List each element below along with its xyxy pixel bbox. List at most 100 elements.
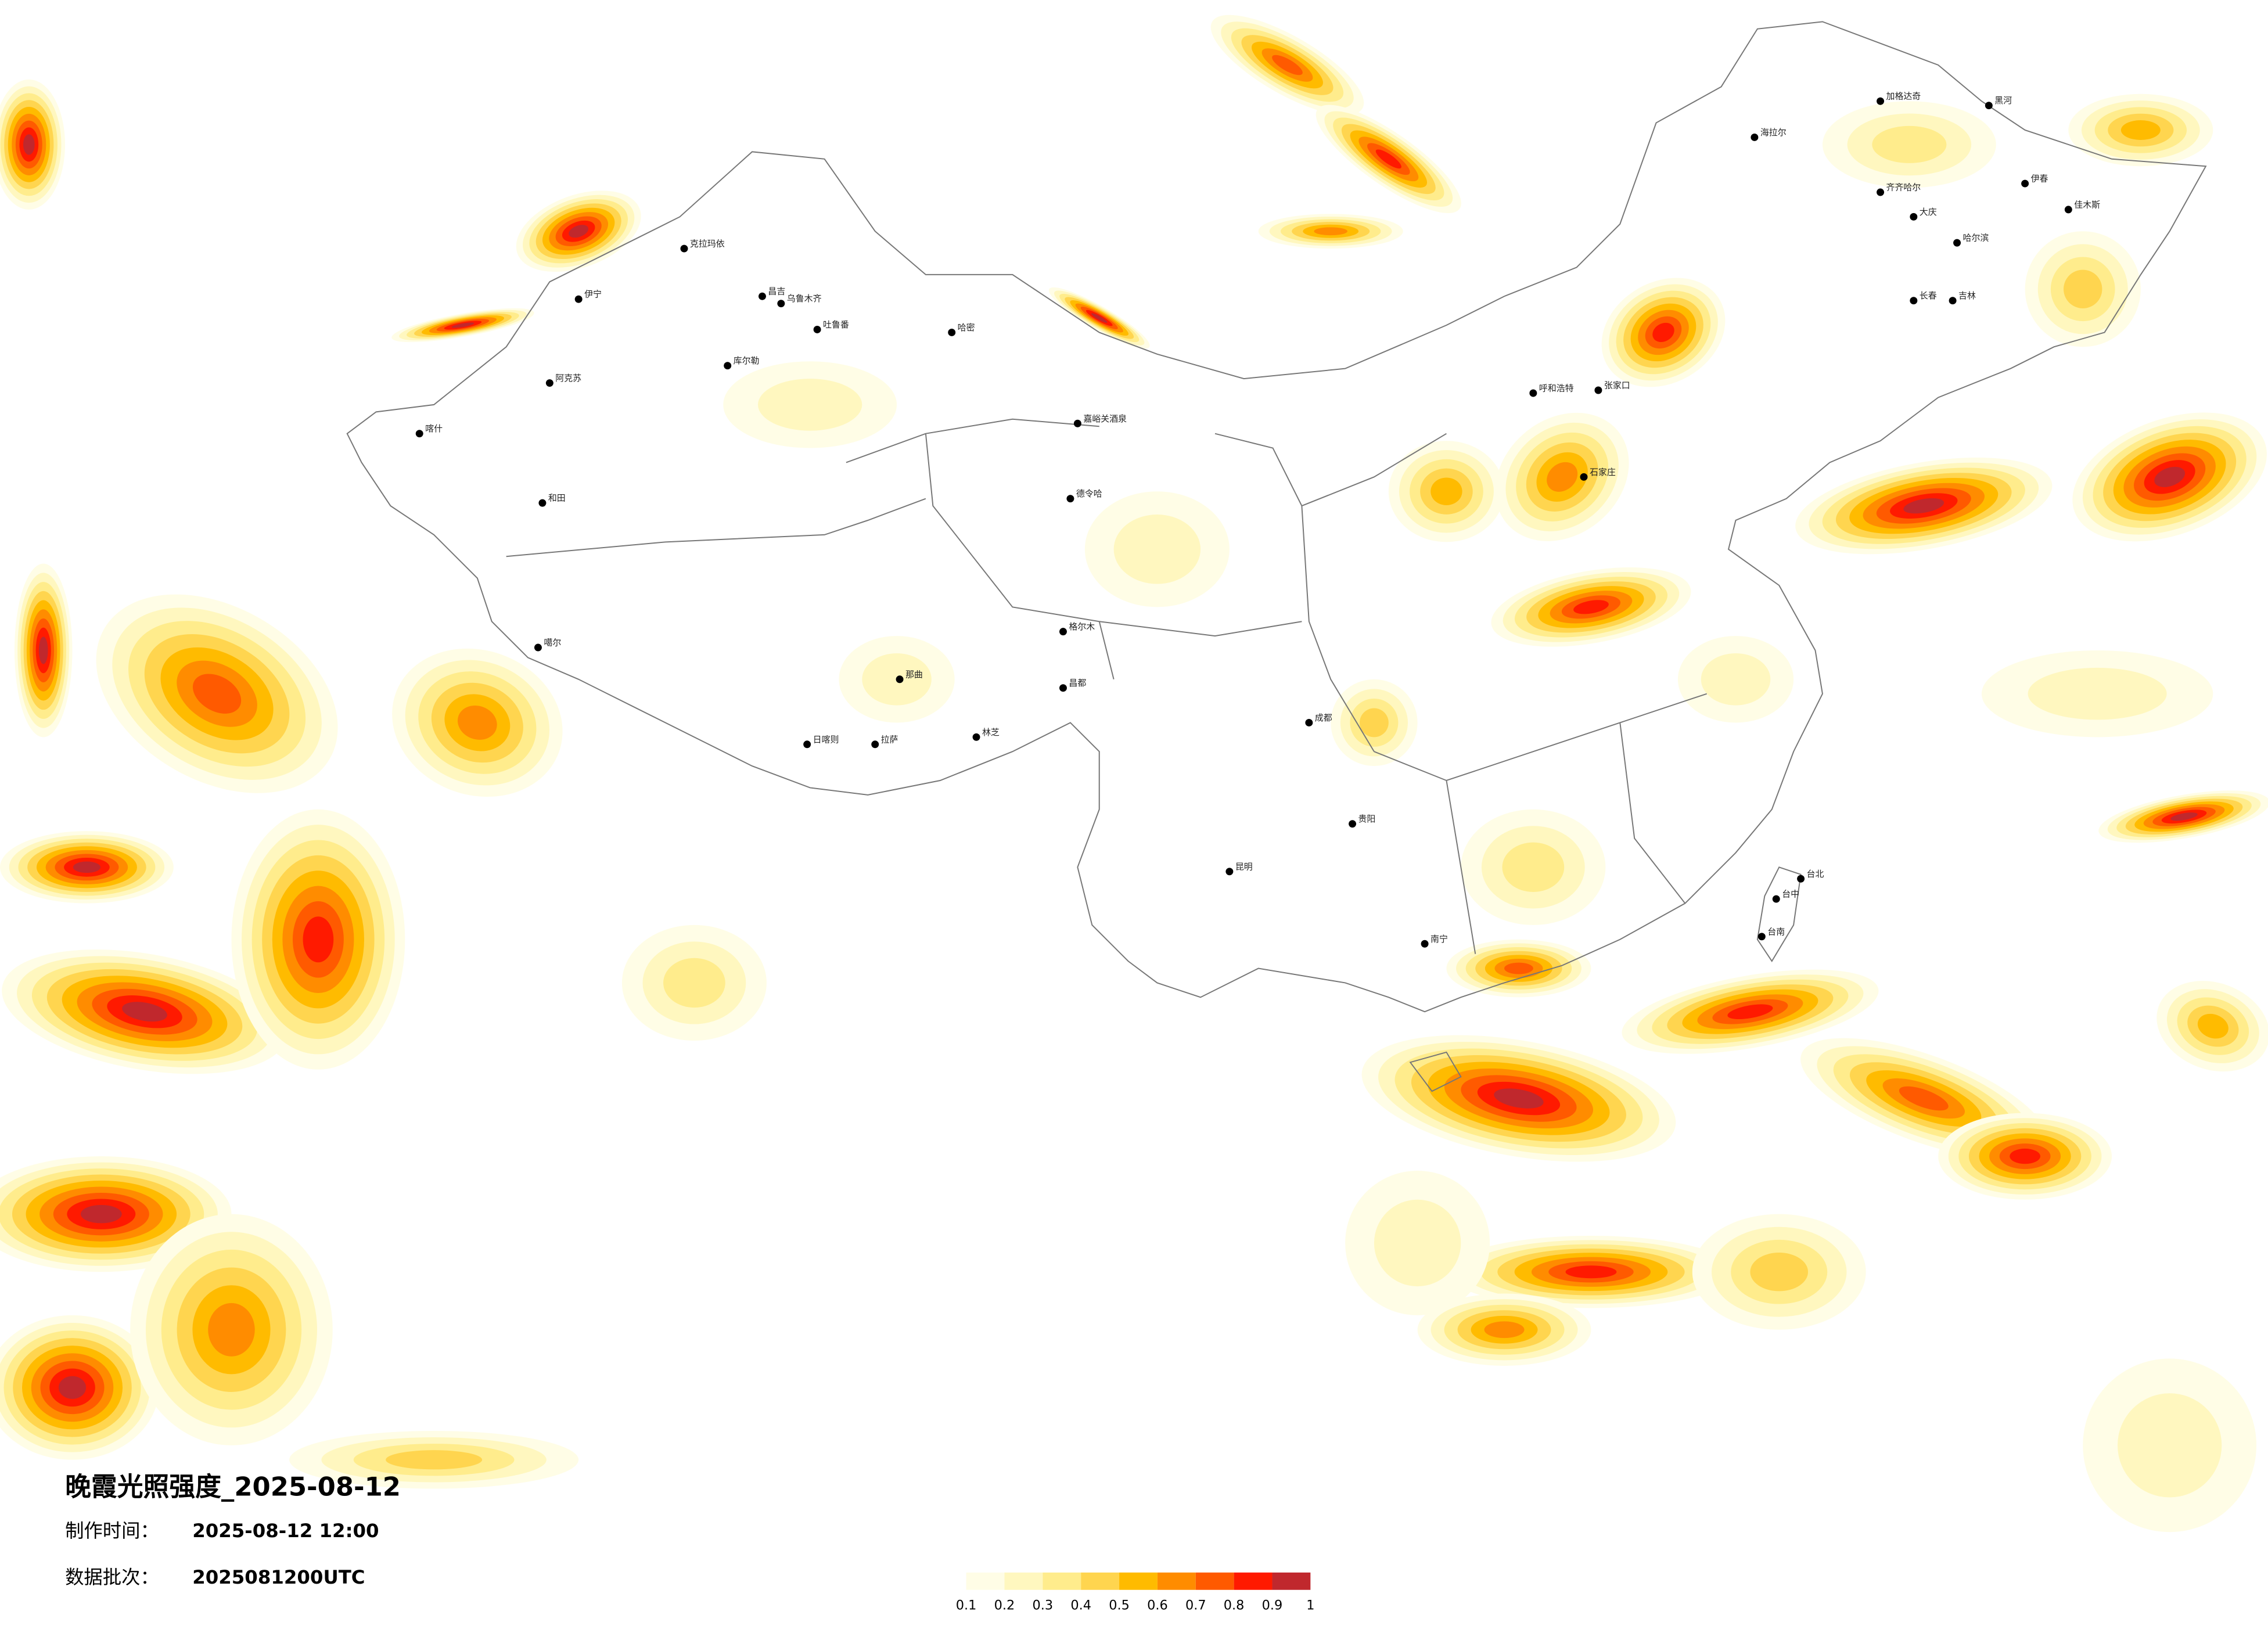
heat-patch [1494,1088,1544,1109]
city-dot [1421,940,1429,948]
city-dot [777,300,785,308]
city-dot [1751,133,1759,141]
heat-patch [757,379,862,431]
heat-layer [0,15,2268,1533]
heat-patch [1502,842,1565,892]
city-dot [1985,102,1993,110]
heat-patch [1872,125,1947,163]
batch-label: 数据批次： [65,1566,159,1588]
city-dot [538,499,547,507]
heat-patch [303,916,334,963]
city-label: 贵阳 [1358,814,1376,824]
city-label: 和田 [548,493,566,503]
heat-patch [1573,600,1609,614]
heat-patch [23,134,35,155]
heat-patch [1750,1253,1809,1292]
city-label: 克拉玛依 [690,239,725,249]
colorbar-swatch [966,1572,1005,1590]
heat-patch [1272,55,1303,75]
colorbar-swatch [1195,1572,1234,1590]
heat-patch [2010,1148,2040,1164]
city-label: 吉林 [1958,290,1976,301]
heat-patch [2064,269,2102,308]
city-label: 台中 [1782,889,1799,900]
colorbar-swatch [1081,1572,1120,1590]
city-label: 伊宁 [584,289,602,300]
city-label: 齐齐哈尔 [1886,182,1921,193]
colorbar: 0.1 0.2 0.3 0.4 0.5 0.6 0.7 0.8 0.9 1 [956,1572,1314,1613]
city-label: 哈密 [958,322,975,333]
city-label: 林芝 [982,727,1000,738]
city-dot [1059,628,1067,636]
batch: 2025081200UTC [192,1566,365,1588]
city-dot [1949,297,1957,305]
city-label: 德令哈 [1076,488,1102,499]
city-label: 哈尔滨 [1963,233,1989,243]
city-dot [1757,933,1766,941]
colorbar-tick-label: 1 [1306,1598,1314,1613]
city-label: 库尔勒 [734,355,760,366]
island-border [1409,866,1802,1092]
city-dot [545,379,553,387]
city-dot [724,362,732,370]
city-label: 噶尔 [544,638,561,648]
heat-patch [2154,466,2186,487]
city-label: 喀什 [425,423,443,434]
heat-patch [1727,1004,1773,1020]
colorbar-swatch [1119,1572,1158,1590]
city-label: 佳木斯 [2074,199,2100,210]
heat-patch [386,1450,483,1470]
heat-patch [73,861,101,873]
city-dot [1910,297,1918,305]
country-border [346,21,2207,1013]
city-label: 那曲 [905,669,923,679]
province-border [506,418,1708,954]
city-dot [813,325,821,333]
city-label: 乌鲁木齐 [787,293,822,304]
colorbar-swatch [1157,1572,1196,1590]
colorbar-swatch [1272,1572,1311,1590]
city-label: 大庆 [1920,207,1937,217]
heat-patch [208,1303,255,1357]
city-label: 南宁 [1430,934,1448,944]
city-label: 伊春 [2031,174,2048,184]
heat-patch [1565,1265,1617,1279]
city-dot [1073,419,1081,427]
city-label: 长春 [1920,290,1937,301]
heat-patch [457,705,497,740]
city-dot [1594,386,1602,394]
heat-patch [569,225,589,238]
heat-patch [1314,227,1347,236]
city-label: 嘉峪关酒泉 [1083,413,1127,424]
city-dot [1305,718,1313,726]
made-time: 2025-08-12 12:00 [192,1520,379,1542]
colorbar-tick-label: 0.7 [1185,1598,1206,1613]
heat-patch [192,674,242,714]
heat-patch [1484,1321,1525,1339]
city-dot [1529,389,1537,397]
city-dot [415,430,423,438]
heat-patch [122,1002,167,1022]
heat-patch [38,636,48,664]
colorbar-tick-label: 0.6 [1147,1598,1168,1613]
colorbar-swatch [1043,1572,1081,1590]
heat-patch [1652,322,1674,343]
city-dot [1580,473,1588,481]
city-dot [1953,239,1961,247]
city-label: 呼和浩特 [1539,383,1574,394]
heat-patch [1113,515,1201,584]
city-label: 日喀则 [813,734,839,744]
map-title: 晚霞光照强度_2025-08-12 [65,1472,401,1502]
city-dot [1877,188,1885,196]
city-dot [1059,684,1067,692]
heat-patch [1903,498,1944,514]
city-dot [871,740,879,749]
city-label: 台北 [1807,869,1824,879]
colorbar-tick-label: 0.9 [1262,1598,1283,1613]
heat-patch [1547,462,1578,492]
city-dot [574,295,583,303]
city-label: 阿克苏 [555,373,581,383]
